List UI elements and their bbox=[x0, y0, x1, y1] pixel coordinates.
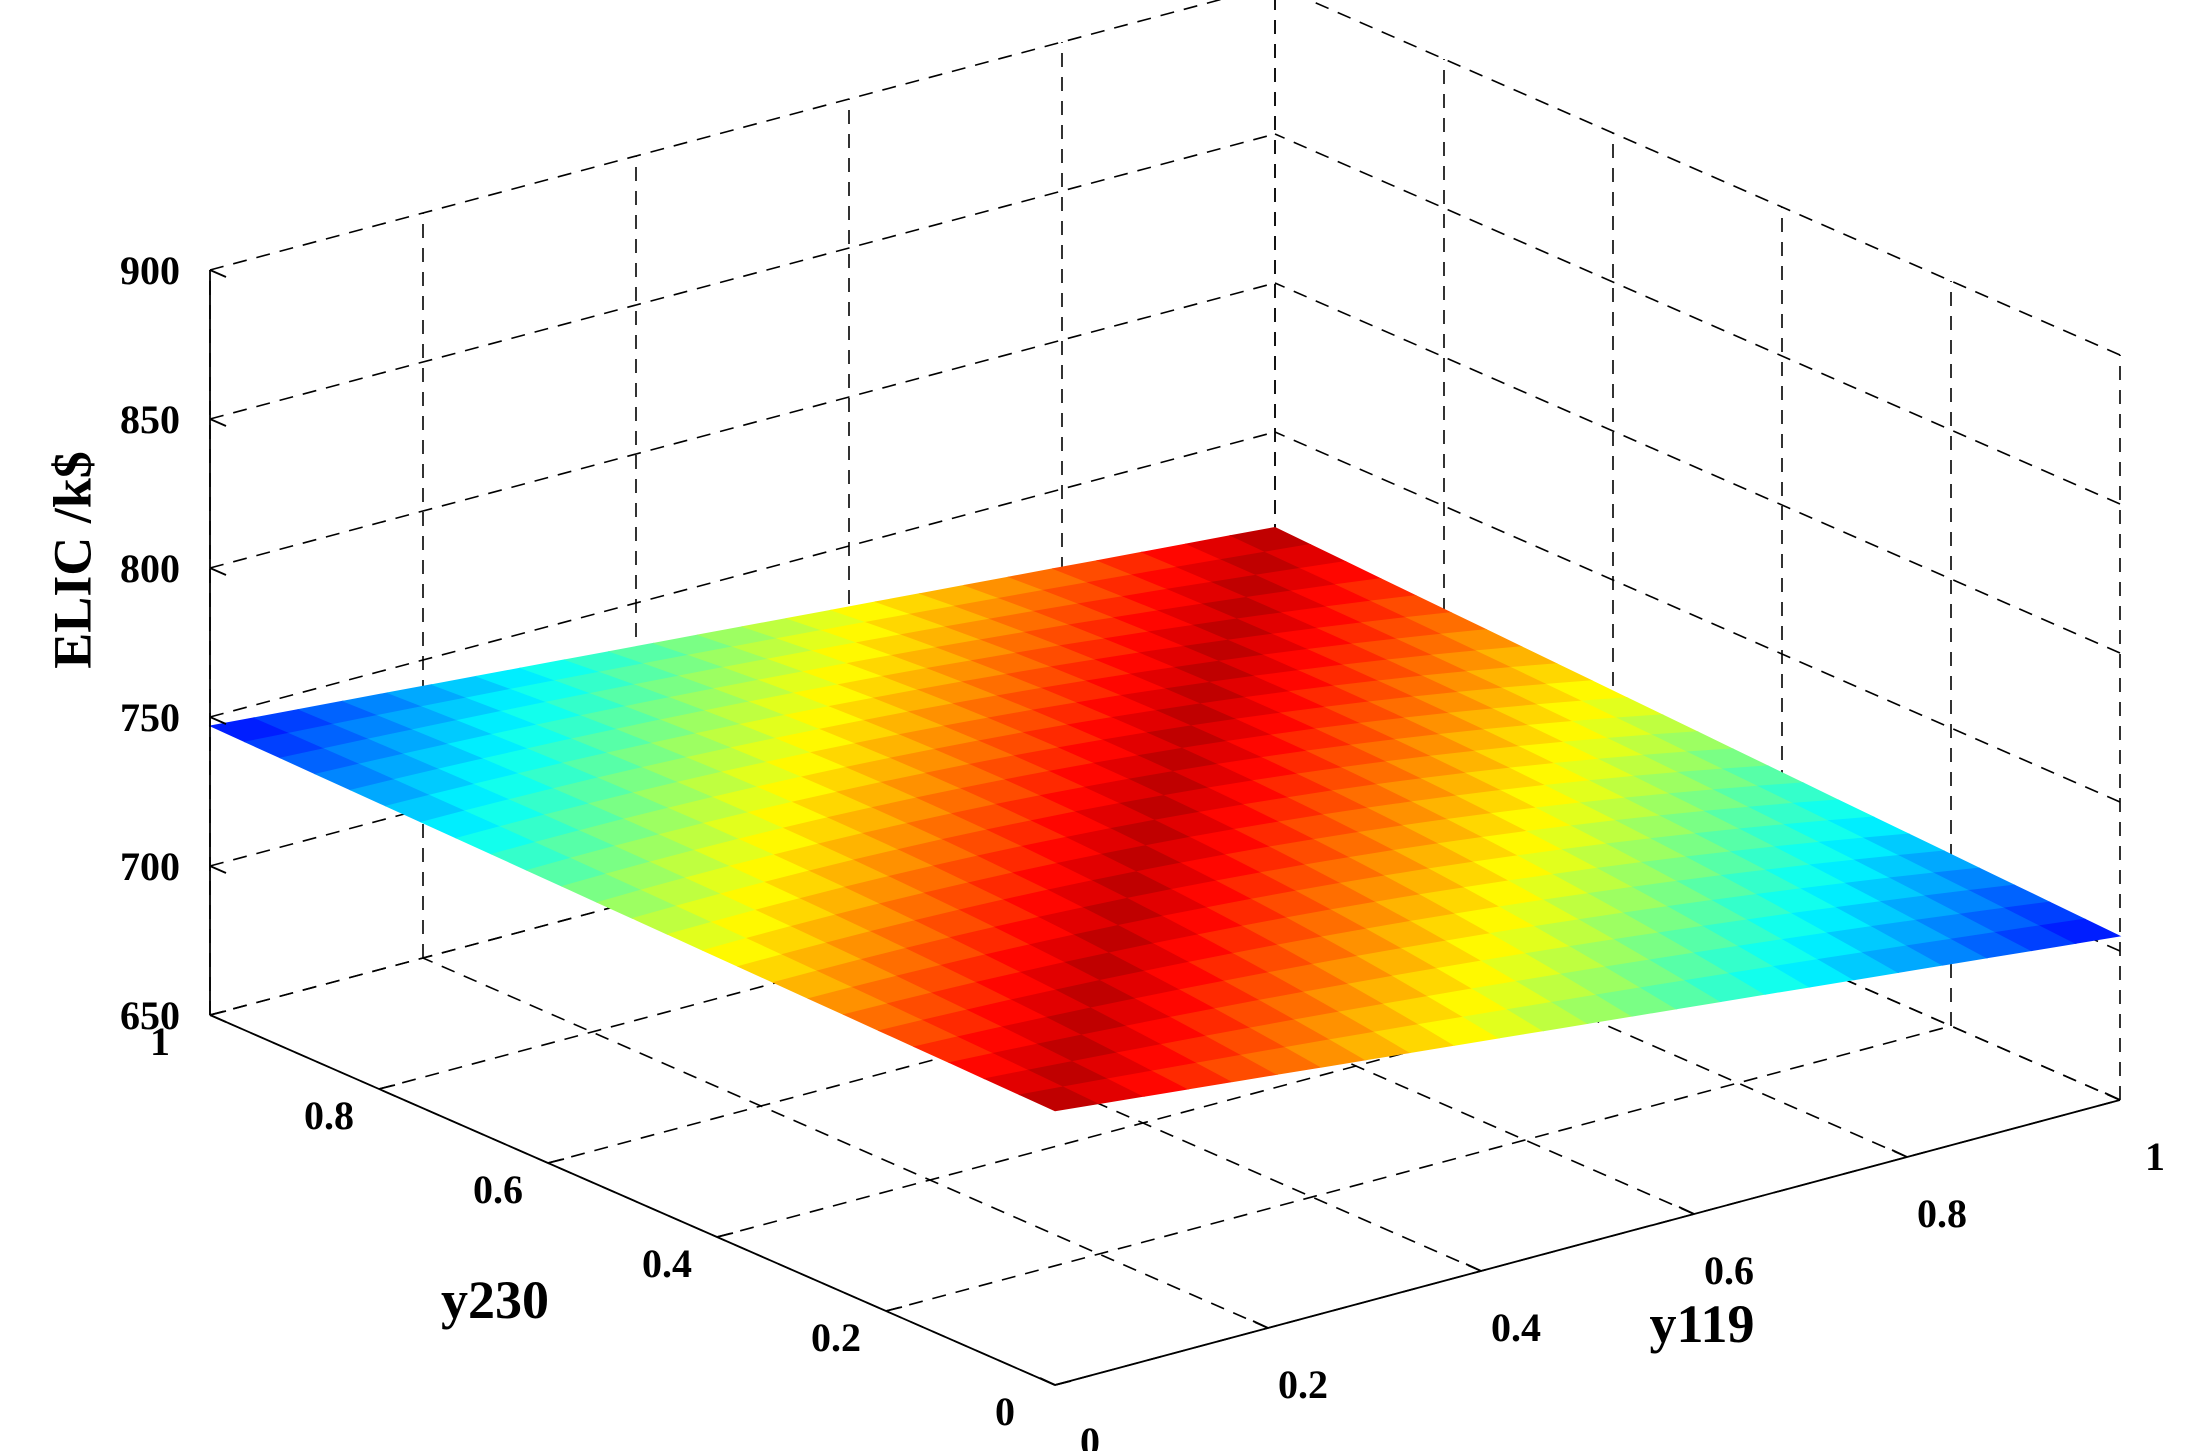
y-tick-label: 0.4 bbox=[642, 1241, 692, 1286]
y-tick-label: 0.8 bbox=[304, 1093, 354, 1138]
x-tick-mark bbox=[1252, 1320, 1269, 1329]
x-tick-label: 0.6 bbox=[1704, 1248, 1754, 1293]
x-tick-label: 1 bbox=[2145, 1134, 2165, 1179]
x-tick-mark bbox=[2104, 1092, 2121, 1101]
z-tick-label: 700 bbox=[120, 844, 180, 889]
z-axis-label: ELIC /k$ bbox=[42, 451, 102, 669]
y-tick-label: 0.2 bbox=[811, 1315, 861, 1360]
surface bbox=[208, 526, 2122, 1112]
z-tick-mark bbox=[209, 269, 227, 278]
x-tick-mark bbox=[1891, 1149, 1908, 1158]
y-axis-label: y230 bbox=[441, 1270, 549, 1330]
x-tick-mark bbox=[1039, 1377, 1056, 1386]
side-wall-grid-line bbox=[1274, 431, 2121, 803]
back-wall-grid-line bbox=[209, 282, 1276, 569]
x-tick-mark bbox=[1678, 1206, 1695, 1215]
back-wall-grid-line bbox=[209, 133, 1276, 420]
z-tick-mark bbox=[209, 716, 227, 725]
z-tick-mark bbox=[209, 567, 227, 576]
axes bbox=[209, 269, 2121, 1386]
y-tick-mark bbox=[716, 1232, 734, 1238]
x-tick-label: 0.4 bbox=[1491, 1305, 1541, 1350]
z-tick-mark bbox=[209, 418, 227, 427]
z-tick-mark bbox=[209, 1014, 227, 1023]
x-tick-mark bbox=[1465, 1263, 1482, 1272]
z-tick-label: 750 bbox=[120, 695, 180, 740]
z-tick-label: 800 bbox=[120, 546, 180, 591]
y-tick-mark bbox=[547, 1158, 565, 1164]
surface-patch bbox=[2039, 918, 2122, 944]
y-tick-label: 1 bbox=[150, 1019, 170, 1064]
y-tick-label: 0.6 bbox=[473, 1167, 523, 1212]
x-tick-label: 0.8 bbox=[1917, 1191, 1967, 1236]
back-wall-grid-line bbox=[209, 0, 1223, 271]
y-tick-mark bbox=[378, 1084, 396, 1090]
z-tick-label: 850 bbox=[120, 397, 180, 442]
y-tick-mark bbox=[885, 1306, 903, 1312]
floor-grid-line bbox=[885, 1025, 1952, 1312]
side-wall-grid-line bbox=[1274, 282, 2121, 654]
z-tick-label: 900 bbox=[120, 248, 180, 293]
side-wall-grid-line bbox=[1307, 0, 2121, 356]
y-axis-line bbox=[209, 1014, 1056, 1386]
floor-grid-line bbox=[422, 957, 1269, 1329]
x-tick-label: 0.2 bbox=[1278, 1362, 1328, 1407]
z-tick-label: 650 bbox=[120, 993, 180, 1038]
back-wall-grid-line bbox=[209, 431, 1276, 718]
x-axis-label: y119 bbox=[1649, 1294, 1754, 1354]
y-tick-mark bbox=[1054, 1380, 1072, 1386]
y-tick-label: 0 bbox=[995, 1389, 1015, 1434]
x-tick-label: 0 bbox=[1080, 1419, 1100, 1451]
side-wall-grid-line bbox=[1274, 133, 2121, 505]
tick-labels: 650 700 750 800 850 900 0 0.2 0.4 0.6 0.8 1 0 0.2 0.4 0… bbox=[120, 248, 2165, 1451]
z-tick-mark bbox=[209, 865, 227, 874]
y-tick-mark bbox=[209, 1010, 227, 1016]
x-axis-line bbox=[1054, 1099, 2121, 1386]
